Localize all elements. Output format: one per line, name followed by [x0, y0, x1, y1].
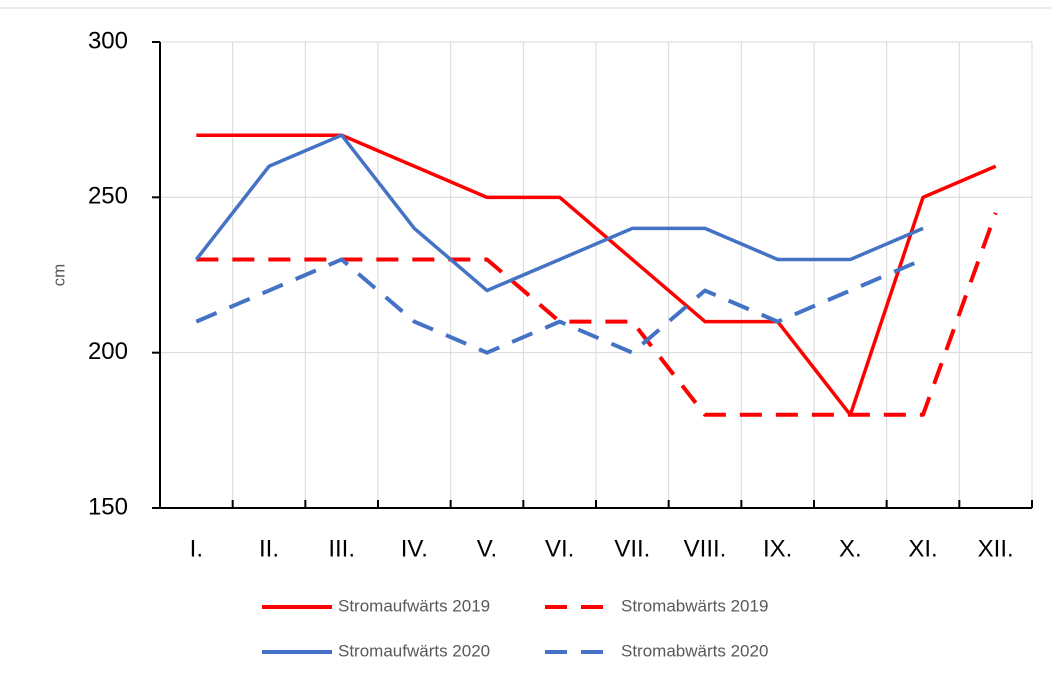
series-line [196, 133, 997, 417]
x-tick-label: IX. [763, 535, 792, 562]
x-tick-label: III. [328, 535, 355, 562]
x-tick-label: I. [190, 535, 203, 562]
legend-label: Stromabwärts 2019 [621, 596, 768, 615]
x-tick-label: VII. [614, 535, 650, 562]
x-tick-label: II. [259, 535, 279, 562]
y-tick-label: 200 [88, 338, 128, 365]
legend-label: Stromaufwärts 2020 [338, 641, 490, 660]
x-tick-label: X. [839, 535, 862, 562]
x-tick-label: XI. [908, 535, 937, 562]
y-tick-label: 150 [88, 493, 128, 520]
x-tick-label: V. [477, 535, 497, 562]
series-line [196, 212, 998, 417]
y-tick-label: 300 [88, 27, 128, 54]
series-line [195, 257, 924, 355]
x-tick-label: XII. [978, 535, 1014, 562]
legend-label: Stromabwärts 2020 [621, 641, 768, 660]
series-line [194, 133, 924, 293]
x-tick-label: IV. [401, 535, 428, 562]
y-tick-label: 250 [88, 183, 128, 210]
legend-label: Stromaufwärts 2019 [338, 596, 490, 615]
x-tick-label: VIII. [684, 535, 727, 562]
x-tick-label: VI. [545, 535, 574, 562]
y-axis-label: cm [49, 264, 68, 287]
